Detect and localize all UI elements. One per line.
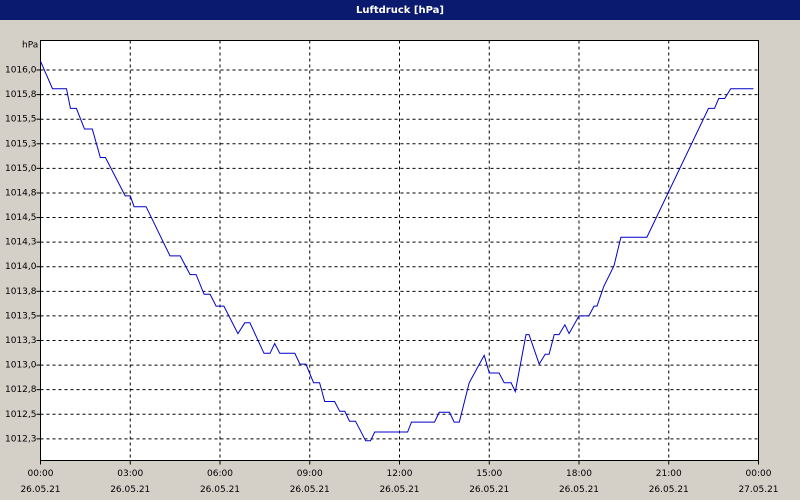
y-tick-label: 1016,0: [5, 66, 37, 76]
x-tick-label: 09:00: [297, 469, 323, 479]
y-tick-label: 1014,3: [5, 238, 37, 248]
y-tick-label: 1013,0: [5, 361, 37, 371]
x-tick-label: 12:00: [387, 469, 413, 479]
x-tick-label: 06:00: [207, 469, 233, 479]
y-tick-label: 1014,8: [5, 188, 37, 198]
y-tick-label: 1012,5: [5, 410, 37, 420]
x-tick-date: 26.05.21: [379, 485, 419, 495]
x-tick-date: 26.05.21: [649, 485, 689, 495]
y-tick-label: 1012,8: [5, 385, 37, 395]
chart-title: Luftdruck [hPa]: [356, 5, 444, 16]
x-tick-label: 00:00: [746, 469, 772, 479]
y-tick-label: 1014,5: [5, 213, 37, 223]
y-tick-label: 1013,8: [5, 287, 37, 297]
y-tick-label: 1015,0: [5, 164, 37, 174]
y-tick-label: 1012,3: [5, 434, 37, 444]
x-tick-date: 26.05.21: [469, 485, 509, 495]
y-tick-label: 1014,0: [5, 262, 37, 272]
x-tick-label: 00:00: [28, 469, 54, 479]
x-tick-date: 26.05.21: [559, 485, 599, 495]
x-tick-label: 15:00: [476, 469, 502, 479]
x-tick-label: 03:00: [117, 469, 143, 479]
title-bar: [0, 0, 800, 20]
y-tick-label: 1013,5: [5, 311, 37, 321]
x-tick-date: 27.05.21: [738, 485, 778, 495]
x-tick-label: 21:00: [656, 469, 682, 479]
x-tick-date: 26.05.21: [110, 485, 150, 495]
line: [40, 61, 754, 442]
y-tick-label: 1015,3: [5, 139, 37, 149]
y-tick-label: 1013,3: [5, 336, 37, 346]
x-tick-label: 18:00: [566, 469, 592, 479]
x-tick-date: 26.05.21: [200, 485, 240, 495]
x-tick-date: 26.05.21: [290, 485, 330, 495]
y-axis-label: hPa: [22, 41, 38, 51]
y-tick-label: 1015,8: [5, 90, 37, 100]
y-tick-label: 1015,5: [5, 115, 37, 125]
x-tick-date: 26.05.21: [20, 485, 60, 495]
